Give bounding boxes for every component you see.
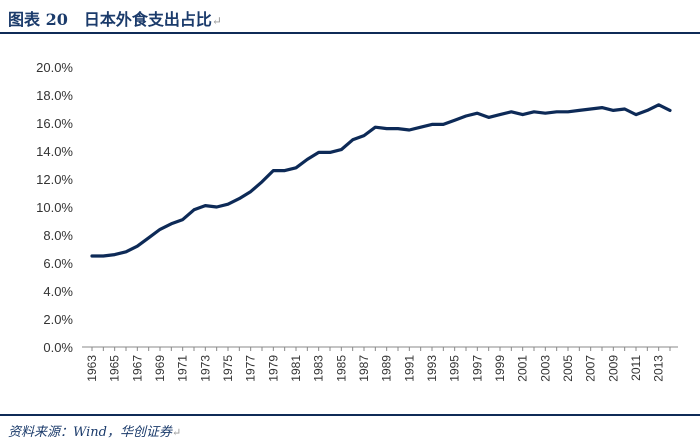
y-tick-label: 18.0% <box>36 88 73 103</box>
x-tick-label: 1977 <box>244 355 258 382</box>
series-group <box>90 103 672 258</box>
x-tick-label: 1965 <box>108 355 122 382</box>
x-tick-label: 1999 <box>493 355 507 382</box>
x-tick-label: 1971 <box>176 355 190 382</box>
x-tick-label: 2013 <box>652 355 666 382</box>
return-mark-icon: ↵ <box>211 14 222 28</box>
source-note: 资料来源：Wind，华创证券↵ <box>8 421 181 440</box>
source-text: 资料来源：Wind，华创证券 <box>8 425 172 440</box>
y-tick-label: 0.0% <box>43 340 73 355</box>
y-tick-label: 4.0% <box>43 284 73 299</box>
x-tick-label: 1993 <box>425 355 439 382</box>
x-tick-label: 2001 <box>516 355 530 382</box>
x-tick-label: 2009 <box>606 355 620 382</box>
x-tick-label: 2007 <box>584 355 598 382</box>
x-tick-label: 1979 <box>266 355 280 382</box>
y-tick-label: 6.0% <box>43 256 73 271</box>
y-axis: 0.0% 2.0% 4.0% 6.0% 8.0% 10.0% 12.0% 14.0% 16.0%… <box>36 60 73 355</box>
y-tick-label: 14.0% <box>36 144 73 159</box>
top-rule <box>0 32 700 34</box>
x-tick-label: 1997 <box>470 355 484 382</box>
figure-title-text: 图表 20 日本外食支出占比 <box>8 10 212 29</box>
x-tick-label: 2003 <box>538 355 552 382</box>
x-tick-label: 1969 <box>153 355 167 382</box>
x-tick-label: 1989 <box>380 355 394 382</box>
figure-title: 图表 20 日本外食支出占比↵ <box>8 6 222 30</box>
y-tick-label: 2.0% <box>43 312 73 327</box>
series-line <box>90 103 672 258</box>
y-tick-label: 10.0% <box>36 200 73 215</box>
x-tick-label: 1975 <box>221 355 235 382</box>
x-tick-label: 2011 <box>629 355 643 381</box>
x-tick-label: 2005 <box>561 355 575 382</box>
x-axis: 1963 1965 1967 1969 1971 1973 1975 1977 1979 1981… <box>82 346 678 382</box>
x-tick-label: 1973 <box>198 355 212 382</box>
x-tick-label: 1983 <box>312 355 326 382</box>
x-tick-label: 1985 <box>334 355 348 382</box>
x-tick-label: 1991 <box>402 355 416 382</box>
x-tick-label: 1987 <box>357 355 371 382</box>
x-tick-label: 1963 <box>85 355 99 382</box>
figure-header: 图表 20 日本外食支出占比↵ <box>0 0 700 34</box>
return-mark-icon: ↵ <box>172 426 182 439</box>
x-tick-label: 1967 <box>130 355 144 382</box>
x-tick-label: 1995 <box>448 355 462 382</box>
y-tick-label: 12.0% <box>36 172 73 187</box>
x-tick-label: 1981 <box>289 355 303 382</box>
y-tick-label: 8.0% <box>43 228 73 243</box>
bottom-rule <box>0 414 700 416</box>
y-tick-label: 16.0% <box>36 116 73 131</box>
y-tick-label: 20.0% <box>36 60 73 75</box>
